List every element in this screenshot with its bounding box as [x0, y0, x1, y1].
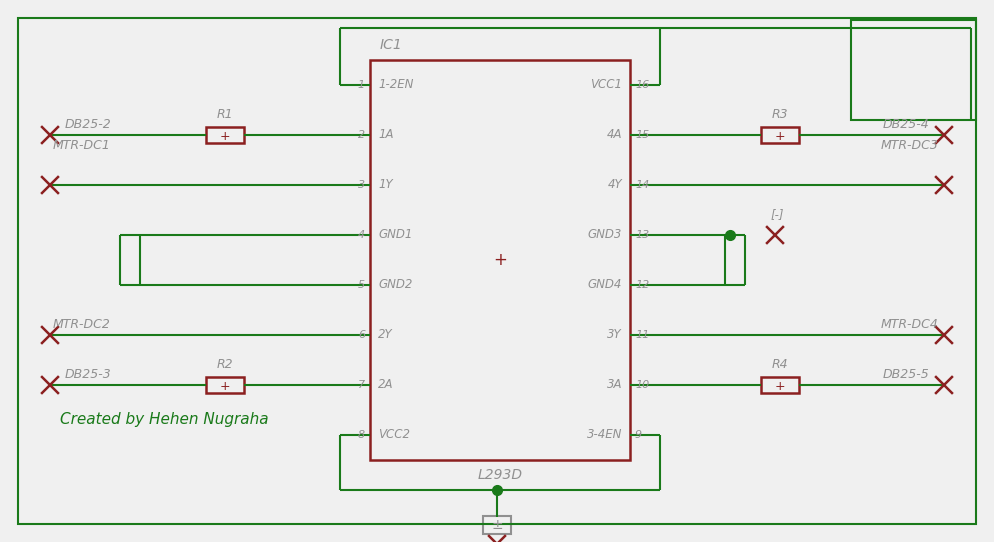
Text: 16: 16 — [635, 80, 649, 90]
Text: GND1: GND1 — [378, 229, 413, 242]
Text: 6: 6 — [358, 330, 365, 340]
Text: R4: R4 — [771, 358, 788, 371]
Text: 4A: 4A — [606, 128, 622, 141]
Text: 1Y: 1Y — [378, 178, 393, 191]
Text: +: + — [220, 130, 231, 143]
Text: GND4: GND4 — [587, 279, 622, 292]
Text: DB25-3: DB25-3 — [65, 368, 111, 381]
Text: 1A: 1A — [378, 128, 394, 141]
Text: 12: 12 — [635, 280, 649, 290]
Text: 7: 7 — [358, 380, 365, 390]
Text: MTR-DC1: MTR-DC1 — [53, 139, 111, 152]
Bar — [761, 377, 799, 393]
Text: [-]: [-] — [770, 208, 783, 221]
Text: 3A: 3A — [606, 378, 622, 391]
Text: 9: 9 — [635, 430, 642, 440]
Text: +: + — [220, 380, 231, 393]
Text: MTR-DC2: MTR-DC2 — [53, 318, 111, 331]
Text: VCC1: VCC1 — [590, 79, 622, 92]
Text: GND3: GND3 — [587, 229, 622, 242]
Text: 5: 5 — [358, 280, 365, 290]
Text: +: + — [493, 251, 507, 269]
Text: MTR-DC4: MTR-DC4 — [881, 318, 939, 331]
Text: DB25-5: DB25-5 — [883, 368, 929, 381]
Text: 2A: 2A — [378, 378, 394, 391]
Bar — [370, 60, 630, 460]
Text: IC1: IC1 — [380, 38, 403, 52]
Bar — [206, 377, 244, 393]
Text: ±: ± — [491, 518, 503, 532]
Text: 8: 8 — [358, 430, 365, 440]
Text: R2: R2 — [217, 358, 234, 371]
Text: 15: 15 — [635, 130, 649, 140]
Bar — [761, 127, 799, 143]
Text: 4Y: 4Y — [607, 178, 622, 191]
Text: 3Y: 3Y — [607, 328, 622, 341]
Text: 11: 11 — [635, 330, 649, 340]
Bar — [206, 127, 244, 143]
Text: 13: 13 — [635, 230, 649, 240]
Text: R1: R1 — [217, 108, 234, 121]
Text: 1-2EN: 1-2EN — [378, 79, 414, 92]
Text: 3: 3 — [358, 180, 365, 190]
Text: 2: 2 — [358, 130, 365, 140]
Text: DB25-4: DB25-4 — [883, 118, 929, 131]
Text: 10: 10 — [635, 380, 649, 390]
Text: Created by Hehen Nugraha: Created by Hehen Nugraha — [60, 412, 268, 427]
Text: L293D: L293D — [477, 468, 523, 482]
Bar — [483, 516, 511, 534]
Text: 2Y: 2Y — [378, 328, 393, 341]
Text: 14: 14 — [635, 180, 649, 190]
Text: +: + — [774, 380, 785, 393]
Text: VCC2: VCC2 — [378, 429, 410, 442]
Text: 3-4EN: 3-4EN — [586, 429, 622, 442]
Text: 1: 1 — [358, 80, 365, 90]
Text: GND2: GND2 — [378, 279, 413, 292]
Text: DB25-2: DB25-2 — [65, 118, 111, 131]
Text: R3: R3 — [771, 108, 788, 121]
Text: 4: 4 — [358, 230, 365, 240]
Text: MTR-DC3: MTR-DC3 — [881, 139, 939, 152]
Text: +: + — [774, 130, 785, 143]
Bar — [851, 20, 976, 120]
